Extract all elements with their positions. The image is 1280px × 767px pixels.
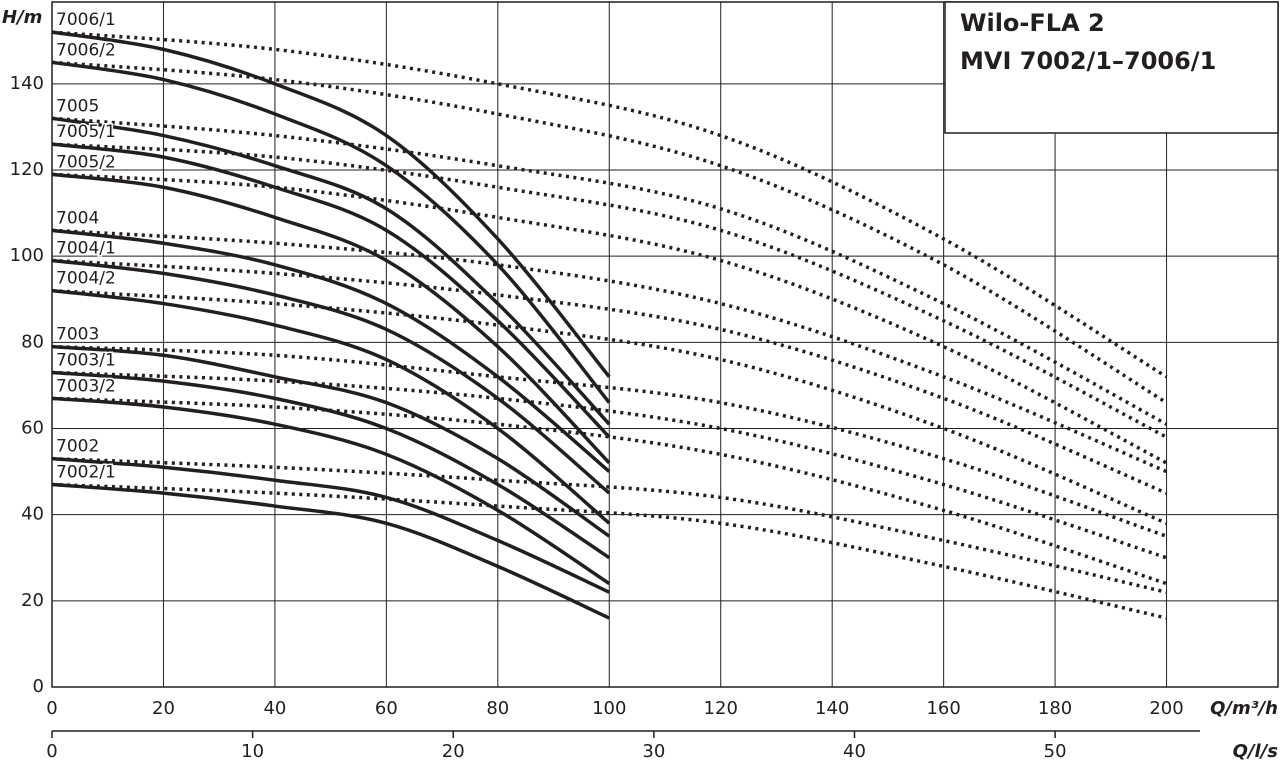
- curves: [51, 30, 1168, 620]
- y-tick-label: 20: [21, 590, 44, 611]
- x-tick-label: 80: [486, 698, 509, 719]
- x2-tick-label: 0: [46, 741, 57, 762]
- pump-curve: [51, 344, 611, 538]
- curve-label: 7003: [56, 325, 99, 345]
- parallel-curve: [51, 116, 1168, 426]
- x-tick-label: 200: [1149, 698, 1183, 719]
- curve-label: 7002: [56, 437, 99, 457]
- pump-curve: [51, 172, 611, 465]
- y-tick-label: 100: [10, 245, 44, 266]
- curve-label: 7006/2: [56, 40, 116, 60]
- y-tick-label: 40: [21, 504, 44, 525]
- x-tick-label: 20: [152, 698, 175, 719]
- x2-axis-label: Q/l/s: [1233, 741, 1279, 762]
- pump-curve: [51, 142, 611, 439]
- pump-curve: [51, 30, 611, 378]
- parallel-curve: [51, 396, 1168, 586]
- pump-curve: [51, 370, 611, 560]
- parallel-curve: [51, 482, 1167, 620]
- pump-curve: [51, 288, 611, 525]
- chart-title: Wilo-FLA 2: [960, 9, 1105, 37]
- curve-label: 7005/1: [56, 122, 116, 142]
- curve-label: 7004/2: [56, 269, 116, 289]
- pump-curve: [51, 60, 611, 404]
- y-tick-label: 120: [10, 159, 44, 180]
- x2-tick-label: 10: [241, 741, 264, 762]
- pump-curve: [51, 456, 611, 594]
- parallel-curve: [51, 370, 1168, 560]
- y-tick-label: 140: [10, 73, 44, 94]
- curve-label: 7005: [56, 96, 99, 116]
- curve-label: 7005/2: [56, 152, 116, 172]
- y-tick-label: 80: [21, 331, 44, 352]
- x-tick-label: 0: [46, 698, 57, 719]
- x2-tick-label: 40: [843, 741, 866, 762]
- curve-label: 7004: [56, 208, 99, 228]
- pump-curve: [51, 116, 611, 426]
- y-tick-label: 0: [33, 676, 44, 697]
- y-tick-label: 60: [21, 418, 44, 439]
- title-box: [944, 1, 1279, 134]
- parallel-curve: [51, 228, 1168, 474]
- curve-label: 7002/1: [56, 463, 116, 483]
- x2-tick-label: 30: [642, 741, 665, 762]
- parallel-curve: [51, 456, 1167, 594]
- x-tick-label: 160: [926, 698, 960, 719]
- x-tick-label: 60: [375, 698, 398, 719]
- x2-tick-label: 20: [442, 741, 465, 762]
- parallel-curve: [51, 142, 1168, 439]
- y-axis-label: H/m: [2, 7, 42, 28]
- x-tick-label: 40: [263, 698, 286, 719]
- x-tick-label: 140: [815, 698, 849, 719]
- curve-label: 7004/1: [56, 238, 116, 258]
- x2-tick-label: 50: [1044, 741, 1067, 762]
- parallel-curve: [51, 172, 1168, 465]
- curve-label: 7003/2: [56, 376, 116, 396]
- x-axis-label: Q/m³/h: [1210, 698, 1278, 719]
- pump-curve: [51, 482, 611, 620]
- plot-frame: [51, 1, 1279, 688]
- x-tick-label: 120: [704, 698, 738, 719]
- curve-label: 7006/1: [56, 10, 116, 30]
- x-tick-label: 100: [592, 698, 626, 719]
- chart-subtitle: MVI 7002/1–7006/1: [960, 47, 1216, 75]
- pump-curve: [51, 228, 611, 473]
- pump-curve: [51, 258, 611, 495]
- pump-curve: [51, 396, 611, 586]
- x-tick-label: 180: [1038, 698, 1072, 719]
- curve-label: 7003/1: [56, 351, 116, 371]
